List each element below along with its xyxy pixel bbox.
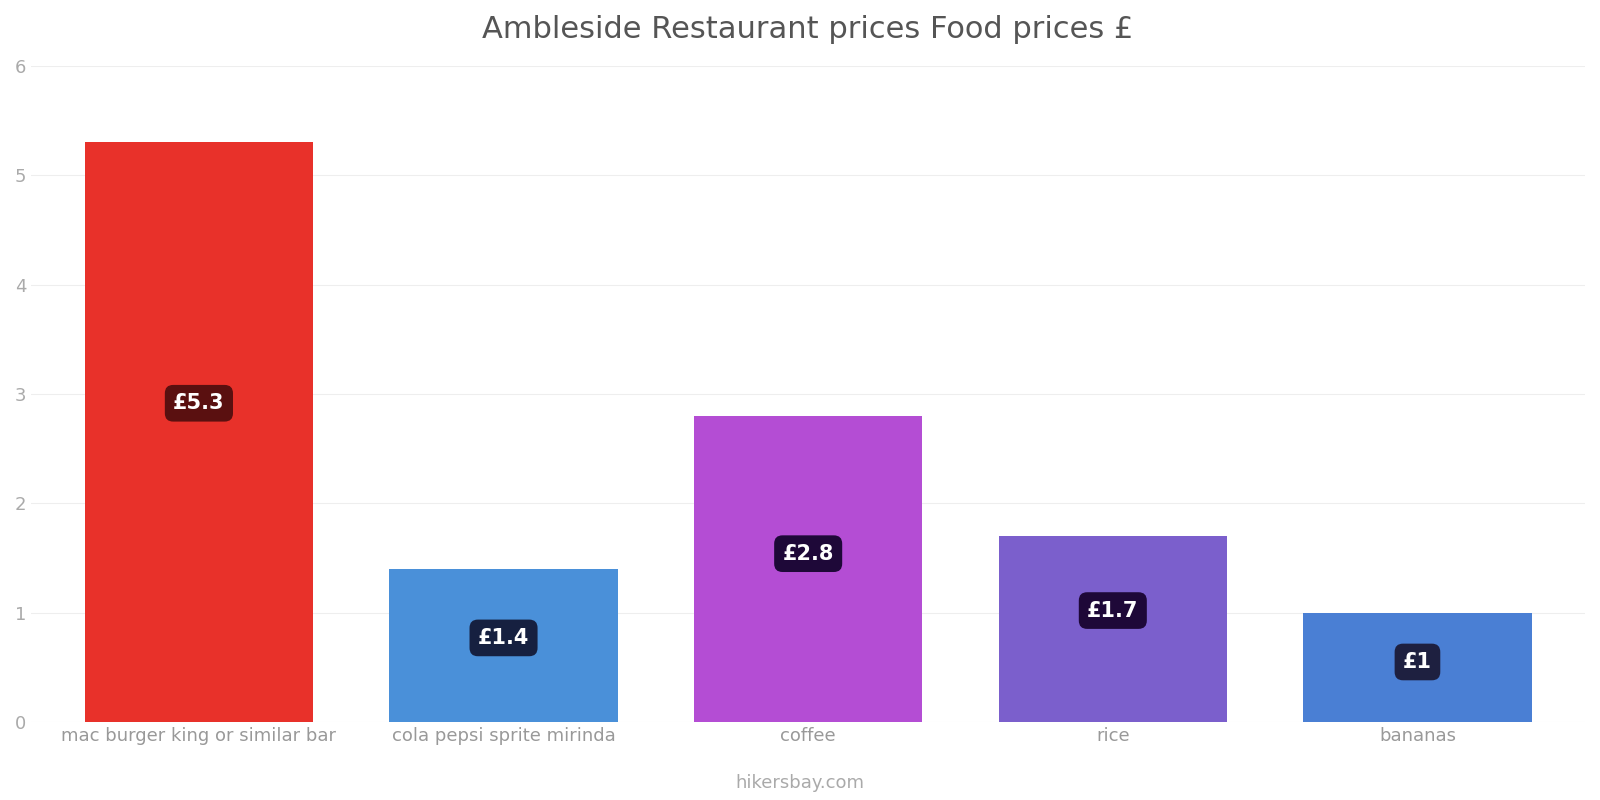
Bar (85, 142, 314, 722)
Text: £1: £1 (1403, 652, 1432, 672)
Title: Ambleside Restaurant prices Food prices £: Ambleside Restaurant prices Food prices … (483, 15, 1134, 44)
Text: £5.3: £5.3 (173, 394, 224, 414)
Bar (389, 569, 618, 722)
Text: hikersbay.com: hikersbay.com (736, 774, 864, 792)
Bar (1304, 613, 1531, 722)
Text: £1.7: £1.7 (1086, 601, 1139, 621)
Bar (694, 416, 923, 722)
Bar (998, 536, 1227, 722)
Text: £2.8: £2.8 (782, 544, 834, 564)
Text: £1.4: £1.4 (478, 628, 530, 648)
